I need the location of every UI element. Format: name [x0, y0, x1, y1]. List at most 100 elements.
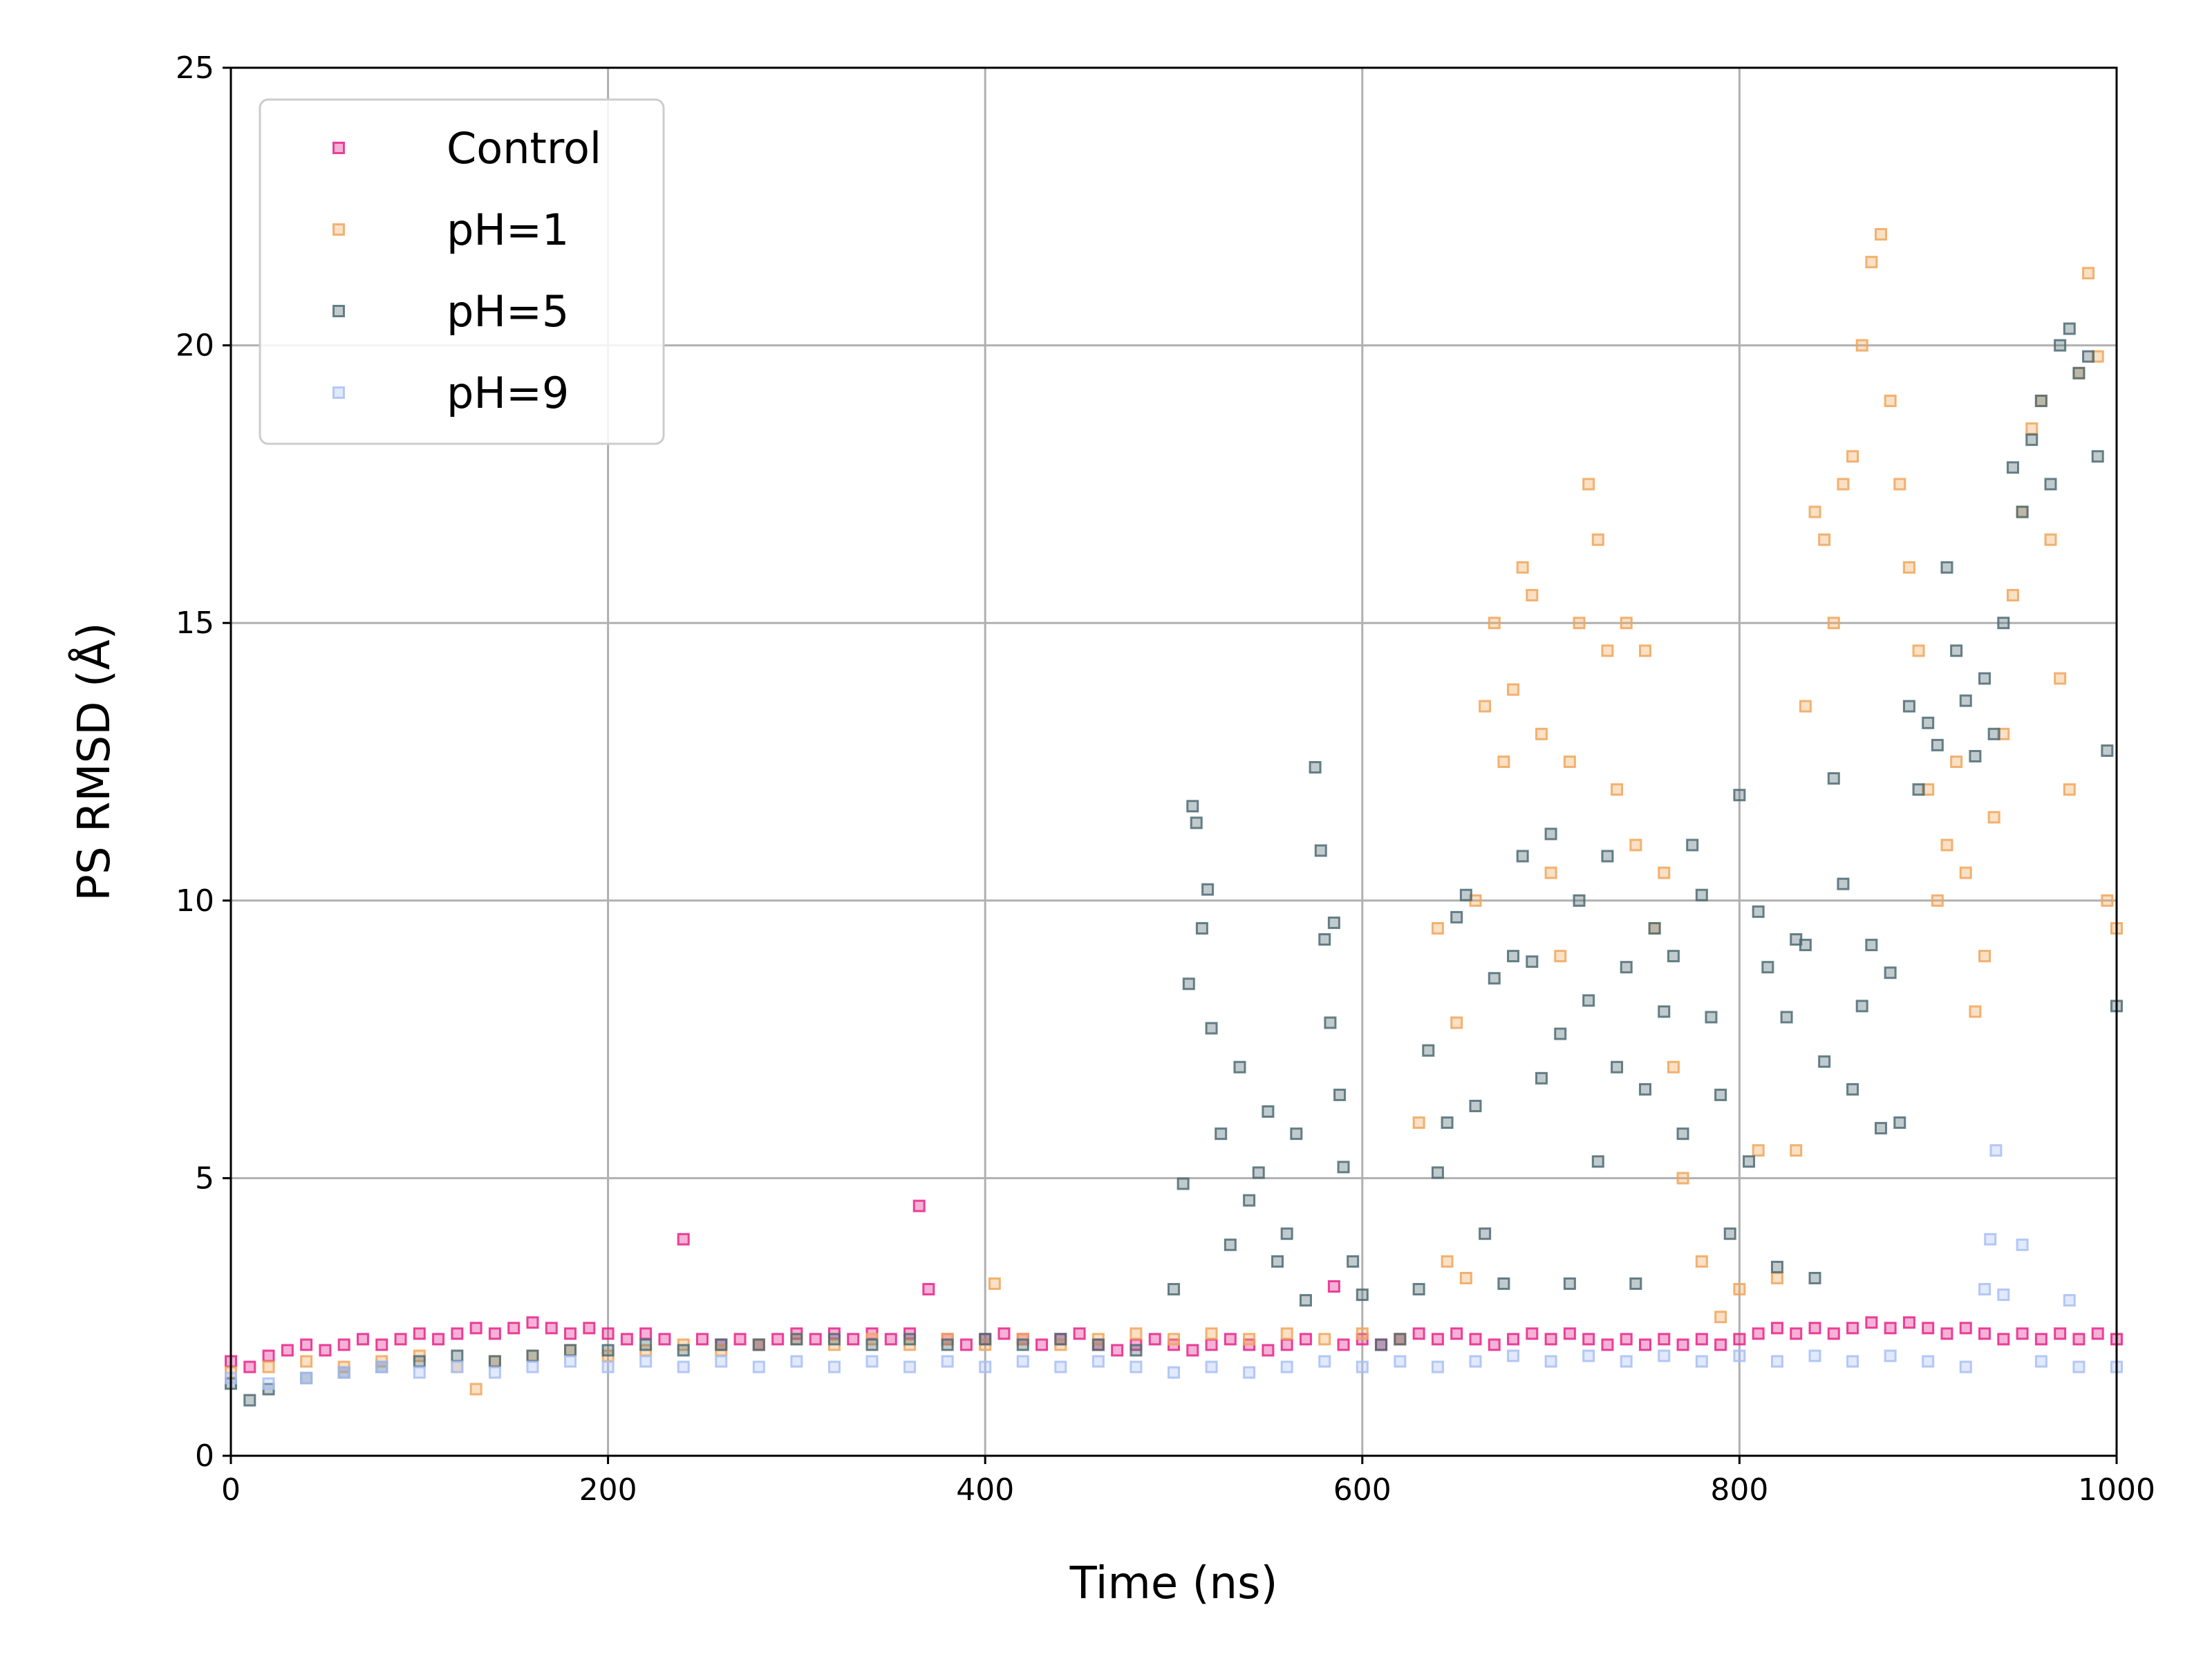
- data-point: [1695, 1355, 1708, 1368]
- data-point: [2054, 1327, 2067, 1340]
- data-point: [1168, 1333, 1180, 1346]
- data-point: [1130, 1327, 1143, 1340]
- data-point: [1422, 1044, 1435, 1057]
- data-point: [1884, 1322, 1897, 1335]
- data-point: [1186, 800, 1199, 813]
- data-point: [1984, 1232, 1997, 1246]
- legend-item: pH=5: [332, 286, 569, 337]
- data-point: [1959, 694, 1972, 707]
- data-point: [1324, 1016, 1337, 1029]
- data-point: [1846, 1082, 1859, 1096]
- data-point: [1544, 1355, 1557, 1368]
- data-point: [1488, 972, 1501, 985]
- data-point: [2091, 450, 2104, 463]
- y-tick-label: 20: [176, 328, 214, 364]
- data-point: [1808, 1349, 1821, 1362]
- data-point: [337, 1366, 350, 1379]
- data-point: [1563, 756, 1576, 768]
- data-point: [1987, 727, 2000, 740]
- y-axis-ticks: 0 5 10 15 20 25: [176, 50, 231, 1474]
- plot-frame: [229, 66, 2118, 1457]
- data-point: [1752, 1144, 1765, 1157]
- data-point: [959, 1338, 973, 1351]
- data-point: [1846, 1322, 1859, 1335]
- data-point: [1667, 1060, 1680, 1074]
- data-point: [1431, 1360, 1444, 1374]
- data-point: [1535, 727, 1548, 740]
- data-point: [1450, 1327, 1463, 1340]
- data-point: [1111, 1344, 1124, 1357]
- data-point: [1676, 1127, 1689, 1141]
- data-point: [1639, 644, 1651, 657]
- data-point: [1959, 866, 1972, 879]
- data-point: [2044, 533, 2057, 546]
- data-point: [1507, 1349, 1520, 1362]
- data-point: [1658, 1349, 1671, 1362]
- data-point: [1940, 1327, 1953, 1340]
- data-point: [1695, 1333, 1708, 1346]
- data-point: [1846, 1355, 1859, 1368]
- data-point: [1412, 1327, 1425, 1340]
- data-point: [1479, 700, 1492, 713]
- data-point: [1752, 905, 1765, 918]
- legend-label: pH=1: [447, 205, 569, 255]
- data-point: [1280, 1327, 1293, 1340]
- data-point: [1733, 1333, 1746, 1346]
- data-point: [1582, 994, 1595, 1007]
- data-point: [979, 1333, 992, 1346]
- data-point: [941, 1338, 954, 1351]
- x-tick-label: 600: [1333, 1472, 1391, 1508]
- data-point: [1799, 939, 1812, 952]
- data-point: [1611, 1060, 1624, 1074]
- data-point: [526, 1360, 539, 1374]
- data-point: [1658, 1005, 1671, 1018]
- data-point: [1431, 1333, 1444, 1346]
- data-point: [1790, 1327, 1803, 1340]
- data-point: [601, 1360, 615, 1374]
- data-point: [1620, 617, 1633, 630]
- data-point: [1290, 1127, 1303, 1141]
- data-point: [243, 1394, 256, 1407]
- data-point: [1761, 961, 1774, 974]
- data-point: [1563, 1277, 1576, 1291]
- data-point: [2091, 1327, 2104, 1340]
- data-point: [1723, 1227, 1736, 1240]
- x-tick-label: 800: [1710, 1472, 1768, 1508]
- data-point: [1922, 1322, 1935, 1335]
- data-point: [1770, 1260, 1783, 1273]
- data-point: [583, 1322, 596, 1335]
- data-point: [1591, 533, 1604, 546]
- data-point: [1865, 1316, 1878, 1329]
- data-point: [1497, 1277, 1510, 1291]
- data-point: [658, 1333, 671, 1346]
- data-point: [1224, 1333, 1237, 1346]
- x-tick-label: 400: [956, 1472, 1014, 1508]
- data-point: [2006, 589, 2019, 602]
- data-point: [696, 1333, 709, 1346]
- data-point: [1582, 478, 1595, 491]
- data-point: [1563, 1327, 1576, 1340]
- data-point: [1394, 1355, 1407, 1368]
- y-tick-label: 5: [195, 1161, 214, 1196]
- data-point: [1201, 883, 1215, 896]
- data-point: [432, 1333, 445, 1346]
- legend-label: Control: [447, 123, 601, 174]
- data-point: [1733, 1349, 1746, 1362]
- data-point: [1375, 1338, 1388, 1351]
- data-point: [677, 1344, 690, 1357]
- data-point: [1497, 756, 1510, 768]
- data-point: [1347, 1255, 1360, 1268]
- data-point: [1516, 850, 1529, 863]
- data-point: [564, 1344, 577, 1357]
- data-point: [827, 1360, 841, 1374]
- data-point: [1215, 1127, 1228, 1141]
- data-point: [1989, 1144, 2003, 1157]
- data-point: [319, 1344, 332, 1357]
- data-point: [2006, 461, 2019, 474]
- data-point: [1280, 1338, 1293, 1351]
- data-point: [771, 1333, 785, 1346]
- legend-label: pH=5: [447, 286, 569, 337]
- data-point: [2082, 267, 2095, 280]
- data-point: [469, 1382, 482, 1396]
- data-point: [1262, 1344, 1275, 1357]
